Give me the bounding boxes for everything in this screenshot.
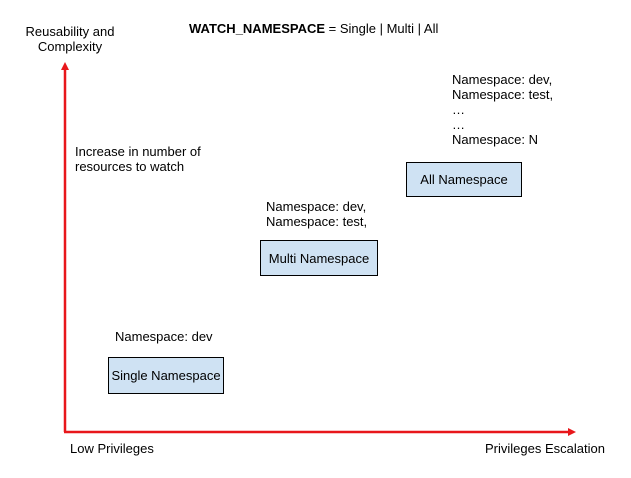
- y-axis-label: Reusability and Complexity: [14, 24, 126, 54]
- diagram-title: WATCH_NAMESPACE = Single | Multi | All: [189, 21, 438, 36]
- single-namespace-label: Single Namespace: [111, 368, 221, 383]
- namespace-entry: Namespace: dev: [115, 329, 213, 344]
- all-namespace-box: All Namespace: [406, 162, 522, 197]
- annotation-line1: Increase in number of: [75, 144, 201, 159]
- annotation-line2: resources to watch: [75, 159, 185, 174]
- title-value: = Single | Multi | All: [325, 21, 439, 36]
- namespace-entry: …: [452, 117, 465, 132]
- x-axis-label-left: Low Privileges: [70, 441, 154, 456]
- multi-namespace-label: Multi Namespace: [268, 250, 370, 266]
- single-namespace-box: Single Namespace: [108, 357, 224, 394]
- all-namespace-list: Namespace: dev, Namespace: test, … … Nam…: [452, 72, 553, 147]
- multi-namespace-list: Namespace: dev, Namespace: test,: [266, 199, 367, 229]
- multi-namespace-box: Multi Namespace: [260, 240, 378, 276]
- namespace-entry: Namespace: dev,: [452, 72, 553, 87]
- single-namespace-list: Namespace: dev: [115, 329, 213, 344]
- y-axis-label-line2: Complexity: [37, 39, 103, 54]
- namespace-entry: Namespace: test,: [452, 87, 554, 102]
- y-axis-label-line1: Reusability and: [25, 24, 115, 39]
- namespace-entry: Namespace: N: [452, 132, 538, 147]
- title-key: WATCH_NAMESPACE: [189, 21, 326, 36]
- namespace-entry: Namespace: test,: [266, 214, 368, 229]
- all-namespace-label: All Namespace: [420, 172, 508, 187]
- namespace-entry: …: [452, 102, 465, 117]
- annotation: Increase in number of resources to watch: [75, 144, 215, 174]
- namespace-entry: Namespace: dev,: [266, 199, 367, 214]
- x-axis-label-right: Privileges Escalation: [485, 441, 605, 456]
